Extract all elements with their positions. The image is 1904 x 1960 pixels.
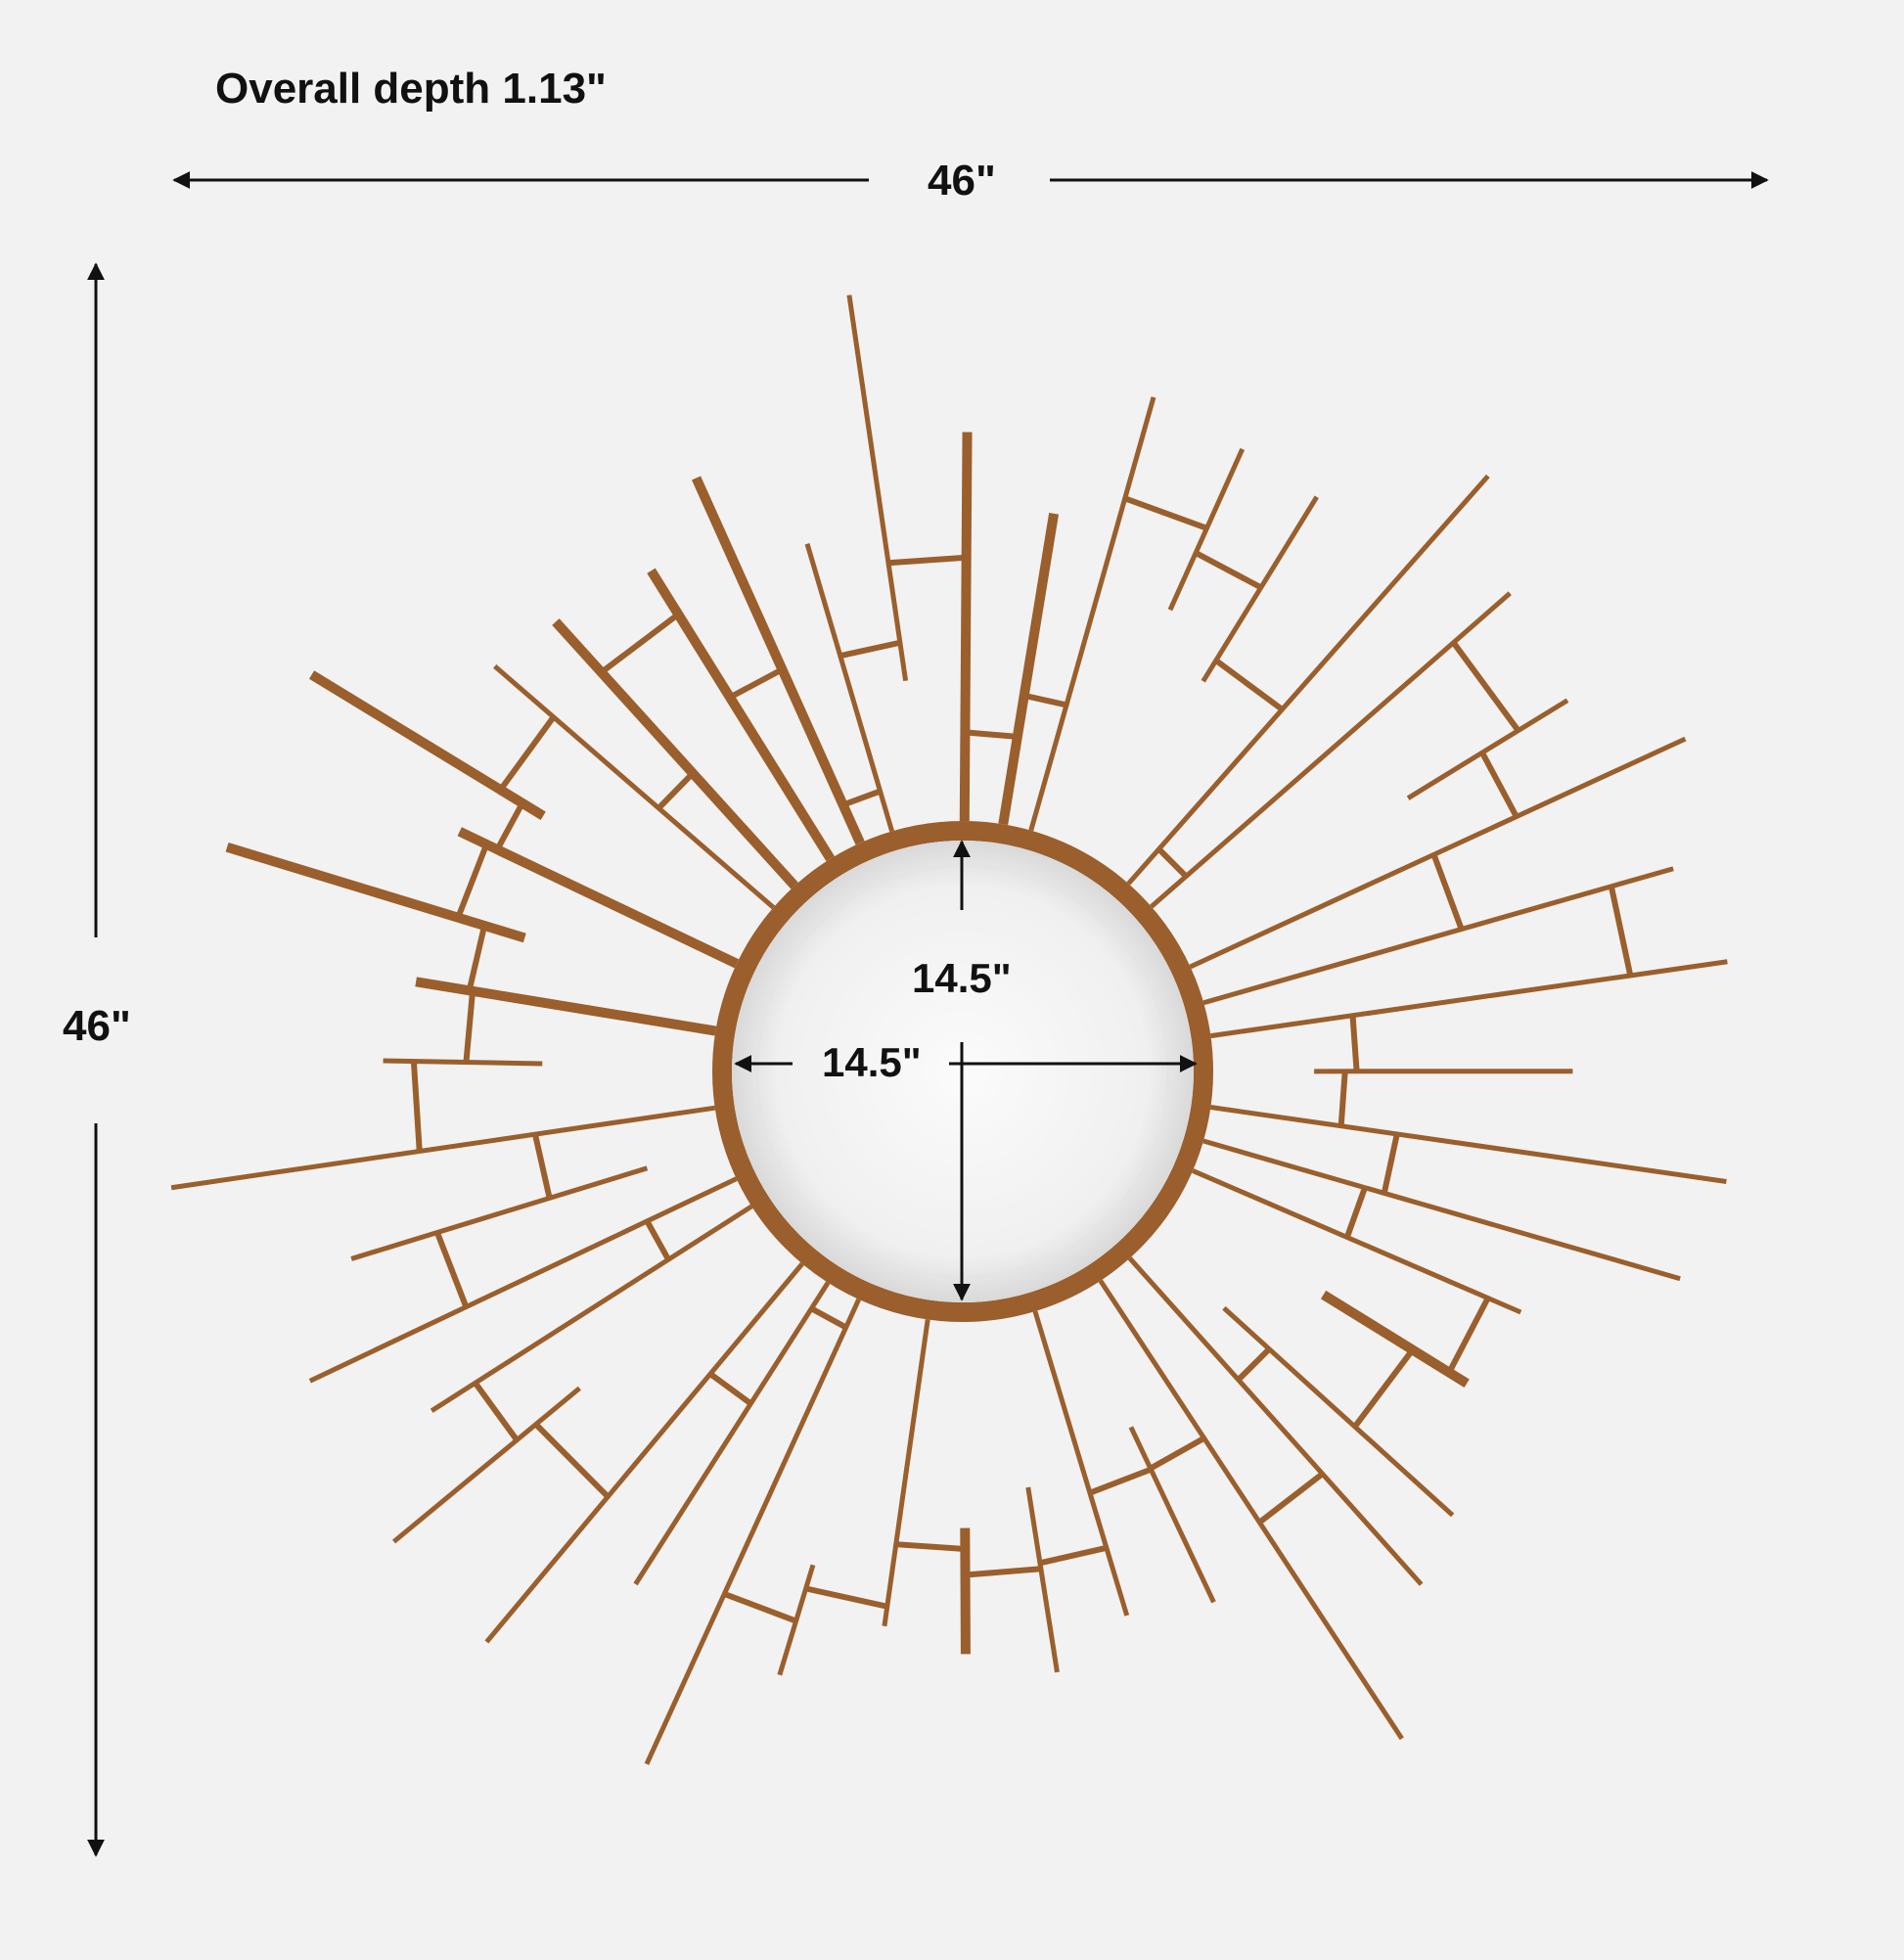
connector-bar (599, 612, 681, 675)
ray-bar (552, 618, 798, 889)
connector-bar (723, 1591, 797, 1624)
overall-depth-label: Overall depth 1.13" (215, 65, 607, 113)
ray-bar (1202, 866, 1674, 1006)
connector-bar (1608, 886, 1634, 977)
ray-bar (457, 827, 740, 969)
ray-bar (1210, 1105, 1727, 1184)
connector-bar (1257, 1471, 1325, 1526)
connector-bar (1214, 658, 1285, 712)
mirror-width-label: 14.5" (822, 1039, 922, 1085)
ray-bar (1189, 736, 1687, 970)
ray-bar (170, 1105, 716, 1191)
ray-bar (960, 1527, 971, 1655)
ray-bar (1098, 1279, 1404, 1741)
ray-bar (998, 512, 1060, 826)
ray-bar (391, 1386, 581, 1544)
connector-bar (1451, 640, 1521, 733)
connector-bar (708, 1371, 753, 1406)
ray-bar (1128, 1426, 1216, 1604)
connector-bar (1479, 751, 1519, 818)
connector-bar (1446, 1297, 1491, 1374)
connector-bar (644, 1219, 671, 1261)
connector-bar (1430, 853, 1465, 931)
ray-bar (1126, 474, 1490, 886)
connector-bar (473, 1381, 520, 1442)
ray-bar (1032, 1310, 1130, 1617)
connector-bar (1123, 495, 1208, 531)
sunburst-rays (170, 295, 1728, 1765)
connector-bar (498, 715, 557, 792)
connector-bar (1039, 1544, 1108, 1567)
connector-bar (1381, 1133, 1400, 1195)
ray-bar (644, 1298, 861, 1765)
ray-bar (1150, 591, 1512, 909)
connector-bar (965, 729, 1019, 740)
ray-bar (430, 1204, 753, 1413)
connector-bar (410, 1061, 423, 1152)
ray-bar (383, 1058, 543, 1067)
ray-bar (882, 1319, 930, 1627)
connector-bar (1352, 1347, 1416, 1429)
connector-bar (466, 925, 488, 991)
connector-bar (1156, 846, 1189, 879)
ray-bar (308, 670, 546, 820)
ray-bar (1202, 1138, 1681, 1282)
connector-bar (1194, 550, 1263, 590)
connector-bar (805, 1585, 888, 1610)
ray-bar (484, 1261, 804, 1644)
connector-bar (841, 788, 882, 808)
connector-bar (494, 801, 525, 851)
connector-bar (839, 639, 901, 660)
connector-bar (887, 554, 967, 567)
ray-bar (633, 1281, 831, 1586)
connector-bar (455, 843, 490, 919)
ray-bar (493, 663, 776, 910)
ray-bar (1025, 1486, 1060, 1673)
connector-bar (1337, 1071, 1348, 1126)
ray-bar (1406, 698, 1569, 800)
ray-bar (959, 432, 973, 822)
connector-bar (1023, 692, 1067, 708)
ray-bar (1210, 959, 1728, 1039)
mirror-height-label: 14.5" (912, 955, 1012, 1001)
ray-bar (846, 295, 909, 682)
connector-bar (533, 1422, 611, 1499)
ray-bar (1222, 1305, 1455, 1518)
mirror-frame (712, 821, 1213, 1322)
connector-bar (809, 1305, 848, 1331)
ray-bar (691, 476, 865, 845)
connector-bar (895, 1541, 966, 1552)
ray-bar (1028, 396, 1156, 832)
ray-bar (225, 842, 526, 943)
ray-bar (647, 568, 835, 862)
ray-bar (415, 977, 717, 1036)
ray-bar (804, 543, 895, 833)
ray-bar (1320, 1290, 1470, 1389)
connector-bar (434, 1231, 470, 1308)
ray-bar (350, 1165, 649, 1261)
connector-bar (965, 1566, 1042, 1578)
overall-width-label: 46" (928, 157, 996, 205)
ray-bar (1127, 1256, 1424, 1586)
connector-bar (1088, 1466, 1153, 1496)
connector-bar (532, 1133, 553, 1200)
connector-bar (1149, 1436, 1206, 1472)
connector-bar (728, 666, 784, 701)
ray-bar (308, 1176, 738, 1384)
connector-bar (657, 771, 696, 810)
connector-bar (1343, 1186, 1368, 1239)
ray-bar (1192, 1168, 1522, 1315)
overall-height-label: 46" (63, 1002, 131, 1050)
connector-bar (1236, 1346, 1272, 1383)
connector-bar (463, 990, 476, 1063)
connector-bar (1349, 1015, 1360, 1072)
